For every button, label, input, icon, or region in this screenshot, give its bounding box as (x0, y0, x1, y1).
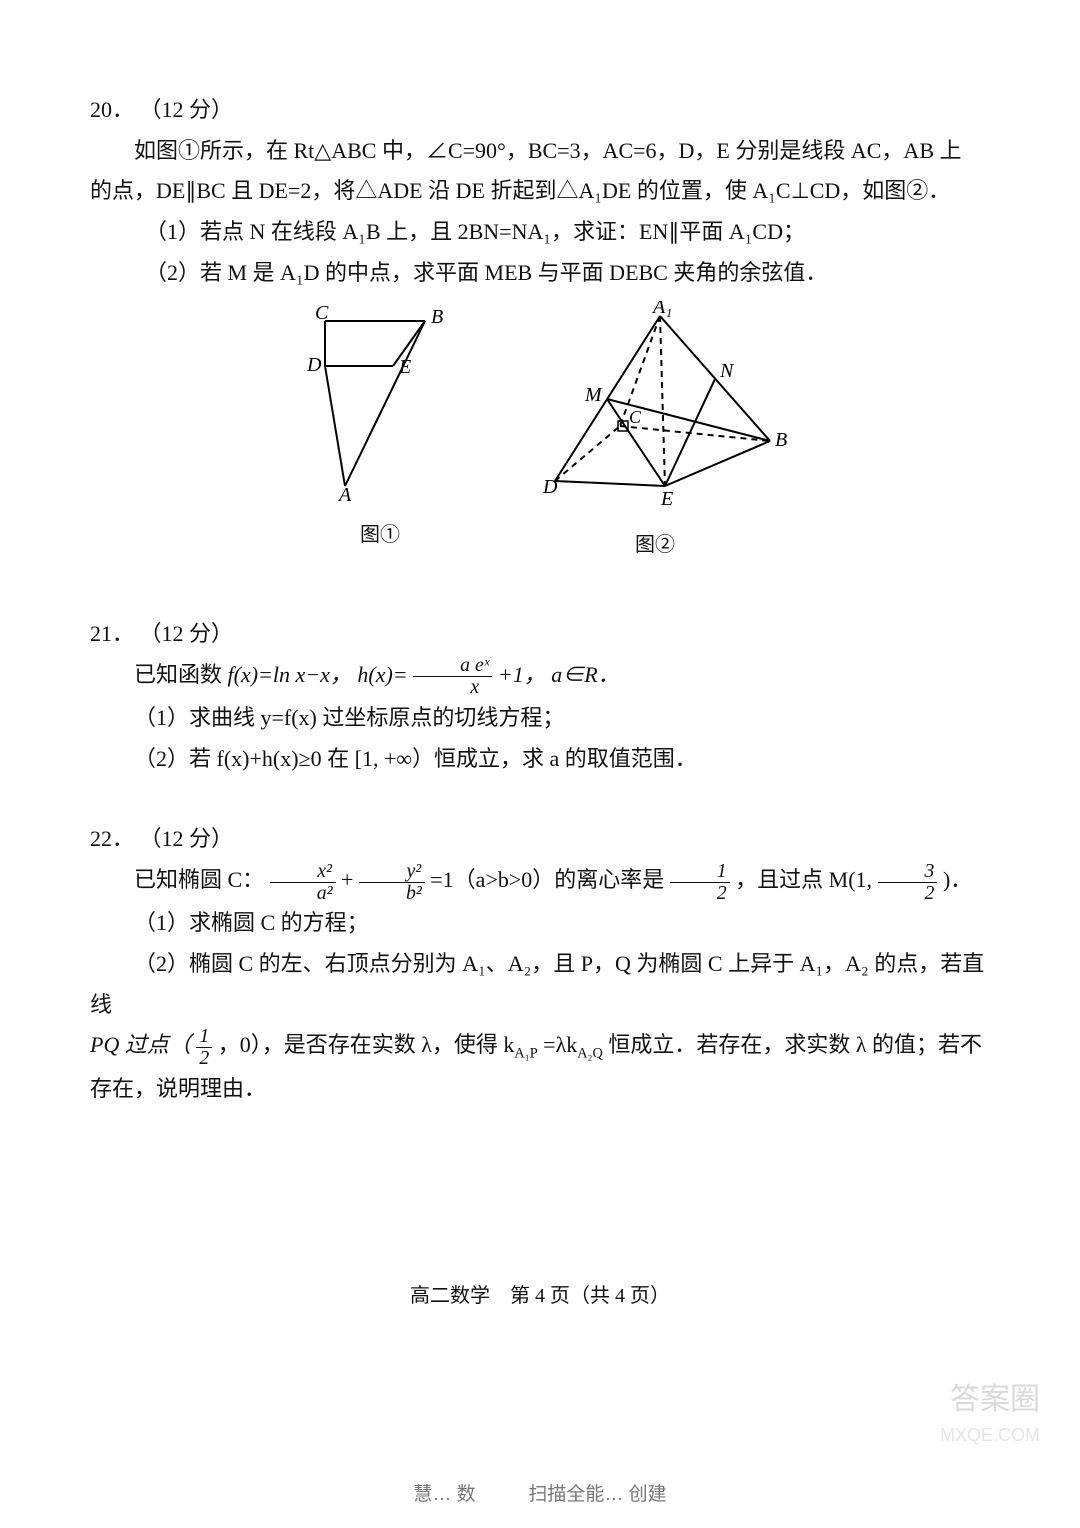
q22-points: （12 分） (140, 826, 234, 851)
q22-after2: ，且过点 M(1, (735, 867, 872, 892)
q22-f1n: x² (270, 861, 336, 883)
q21-l1-suffix: +1， a∈R． (498, 662, 620, 687)
q22-part1: （1）求椭圆 C 的方程； (90, 903, 990, 944)
q21-line1: 已知函数 f(x)=ln x−x， h(x)= a eˣ x +1， a∈R． (90, 655, 990, 698)
q20-line2: 的点，DE∥BC 且 DE=2，将△ADE 沿 DE 折起到△A₁DE 的位置，… (90, 171, 990, 212)
q22-sub2: A₂Q (577, 1046, 603, 1062)
q21-part1: （1）求曲线 y=f(x) 过坐标原点的切线方程； (90, 698, 990, 739)
label-M: M (584, 384, 603, 406)
wm-bl: 慧… 数 (413, 1484, 475, 1505)
q22-sub1: A₁P (514, 1046, 537, 1062)
q22-f4d: 2 (878, 883, 938, 904)
label-E2: E (660, 488, 673, 510)
watermark-bottom: 慧… 数 扫描全能… 创建 (0, 1479, 1080, 1506)
label-C2: C (629, 407, 642, 427)
q20-fig1-svg: C B D E A (285, 301, 475, 501)
q20-fig1-label: 图① (285, 517, 475, 554)
q20-line1: 如图①所示，在 Rt△ABC 中，∠C=90°，BC=3，AC=6，D，E 分别… (90, 131, 990, 172)
q22-f2n: y² (359, 861, 425, 883)
q22-f1d: a² (270, 883, 336, 904)
q22-frac5: 1 2 (196, 1026, 212, 1069)
q20-part1: （1）若点 N 在线段 A₁B 上，且 2BN=NA₁，求证：EN∥平面 A₁C… (90, 212, 990, 253)
q22-l1-prefix: 已知椭圆 C： (134, 867, 264, 892)
label-C: C (315, 302, 329, 324)
q20-fig2-label: 图② (515, 527, 795, 564)
q22-frac1: x² a² (270, 861, 336, 904)
q21-points: （12 分） (140, 621, 234, 646)
q21-part2: （2）若 f(x)+h(x)≥0 在 [1, +∞）恒成立，求 a 的取值范围． (90, 739, 990, 780)
label-A: A (337, 484, 352, 501)
label-B2: B (775, 429, 787, 451)
q21-frac-den: x (413, 677, 492, 698)
q20-part2: （2）若 M 是 A₁D 的中点，求平面 MEB 与平面 DEBC 夹角的余弦值… (90, 253, 990, 294)
q22-f2d: b² (359, 883, 425, 904)
q22-after3: )． (943, 867, 972, 892)
q22-plus: + (341, 867, 353, 892)
label-D2: D (542, 476, 558, 498)
q20-number: 20． (90, 97, 134, 122)
q22-after: =1（a>b>0）的离心率是 (430, 867, 664, 892)
q22-part2b: PQ 过点（ 1 2 ，0），是否存在实数 λ，使得 kA₁P =λkA₂Q 恒… (90, 1025, 990, 1068)
q22-p2b-prefix: PQ 过点（ (90, 1032, 191, 1057)
question-22: 22． （12 分） 已知椭圆 C： x² a² + y² b² =1（a>b>… (90, 819, 990, 1109)
wm-br: 扫描全能… 创建 (528, 1484, 666, 1505)
q22-number: 22． (90, 826, 134, 851)
label-D: D (306, 354, 322, 376)
label-A1: A₁ (651, 301, 672, 318)
q22-f5n: 1 (196, 1026, 212, 1048)
page-footer: 高二数学 第 4 页（共 4 页） (0, 1279, 1080, 1308)
q21-number: 21． (90, 621, 134, 646)
q22-f4n: 3 (878, 861, 938, 883)
q22-p2b-mid2: =λk (543, 1032, 577, 1057)
q21-l1-eq: f(x)=ln x−x， h(x)= (228, 662, 408, 687)
label-N: N (719, 360, 735, 382)
q22-part2c: 存在，说明理由． (90, 1069, 990, 1110)
q22-head: 22． （12 分） (90, 819, 990, 860)
label-B: B (431, 306, 443, 328)
q22-f3d: 2 (670, 883, 730, 904)
q21-frac-num: a eˣ (413, 655, 492, 677)
q22-p2b-mid: ，0），是否存在实数 λ，使得 k (218, 1032, 515, 1057)
q22-part2a: （2）椭圆 C 的左、右顶点分别为 A₁、A₂，且 P，Q 为椭圆 C 上异于 … (90, 944, 990, 1025)
q21-l1-prefix: 已知函数 (134, 662, 228, 687)
question-20: 20． （12 分） 如图①所示，在 Rt△ABC 中，∠C=90°，BC=3，… (90, 90, 990, 564)
q22-frac4: 3 2 (878, 861, 938, 904)
q22-frac2: y² b² (359, 861, 425, 904)
q22-line1: 已知椭圆 C： x² a² + y² b² =1（a>b>0）的离心率是 1 2… (90, 860, 990, 903)
q22-p2b-suffix: 恒成立．若存在，求实数 λ 的值；若不 (608, 1032, 982, 1057)
q22-f3n: 1 (670, 861, 730, 883)
q22-frac3: 1 2 (670, 861, 730, 904)
q21-head: 21． （12 分） (90, 614, 990, 655)
q20-figure-1: C B D E A 图① (285, 301, 475, 564)
q20-fig2-svg: A₁ M N C B D E (515, 301, 795, 511)
watermark-brand: 答案圈 (950, 1374, 1040, 1418)
watermark-url: MXQE.COM (940, 1425, 1040, 1446)
question-21: 21． （12 分） 已知函数 f(x)=ln x−x， h(x)= a eˣ … (90, 614, 990, 779)
q22-f5d: 2 (196, 1048, 212, 1069)
q21-frac: a eˣ x (413, 655, 492, 698)
q20-head: 20． （12 分） (90, 90, 990, 131)
q20-figure-2: A₁ M N C B D E 图② (515, 301, 795, 564)
q20-figures: C B D E A 图① (90, 301, 990, 564)
label-E: E (398, 356, 411, 378)
q20-points: （12 分） (140, 97, 234, 122)
